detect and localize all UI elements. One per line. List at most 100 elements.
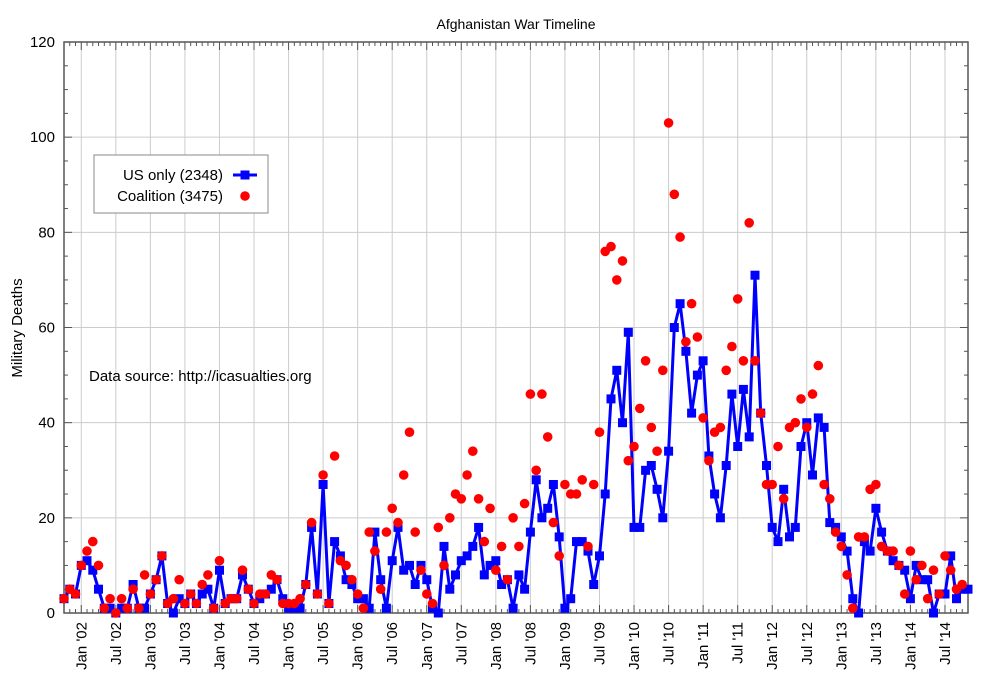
us-data-point (370, 527, 380, 537)
us-data-point (381, 603, 391, 613)
coalition-data-point (905, 546, 916, 556)
coalition-data-point (416, 565, 426, 575)
us-data-point (762, 461, 771, 470)
coalition-data-point (312, 589, 323, 599)
us-data-point (796, 442, 806, 451)
x-tick-label: Jan '05 (281, 622, 298, 670)
x-tick-label: Jan '02 (73, 622, 90, 670)
coalition-data-point (105, 593, 115, 604)
y-tick-label: 20 (38, 510, 55, 527)
us-data-point (140, 603, 150, 613)
coalition-data-point (750, 356, 760, 366)
coalition-data-point (871, 479, 881, 490)
us-data-point (525, 527, 535, 537)
coalition-data-point (93, 560, 104, 571)
us-data-point (508, 603, 518, 613)
coalition-data-point (911, 574, 921, 585)
coalition-data-point (341, 560, 351, 571)
us-data-point (577, 537, 587, 547)
coalition-data-point (819, 479, 829, 490)
us-data-point (433, 608, 443, 618)
y-tick-labels: 0 20 40 60 80 100 120 (30, 34, 55, 622)
coalition-data-point (640, 356, 651, 366)
coalition-data-point (842, 570, 852, 580)
coalition-data-point (698, 413, 708, 423)
us-data-point (537, 513, 547, 523)
coalition-data-point (381, 527, 392, 537)
us-data-point (888, 556, 898, 566)
coalition-data-point (957, 579, 967, 590)
coalition-data-point (116, 593, 127, 604)
legend-marker-us (233, 170, 257, 180)
coalition-data-point (663, 118, 674, 128)
coalition-data-point (203, 570, 213, 580)
us-data-point (364, 603, 374, 613)
coalition-data-point (514, 541, 524, 552)
coalition-data-point (502, 574, 513, 585)
x-tick-label: Jan '13 (833, 622, 850, 670)
coalition-data-point (168, 593, 179, 604)
coalition-data-point (180, 598, 190, 609)
us-data-point (566, 594, 576, 604)
coalition-data-point (404, 427, 415, 438)
y-tick-label: 100 (30, 129, 55, 146)
coalition-data-point (398, 470, 409, 480)
us-data-point (307, 522, 317, 532)
chart-title: Afghanistan War Timeline (437, 16, 596, 32)
coalition-data-point (479, 536, 490, 547)
us-data-point (710, 489, 720, 499)
coalition-data-point (249, 598, 259, 609)
us-data-point (572, 537, 581, 547)
coalition-data-point (427, 598, 438, 609)
us-data-point (664, 446, 674, 456)
us-data-point (82, 556, 92, 566)
coalition-data-point (352, 589, 363, 599)
coalition-data-point (658, 365, 668, 376)
legend-coalition-dot (240, 191, 250, 201)
us-data-point (497, 580, 507, 589)
x-tick-label: Jul '08 (522, 622, 539, 665)
coalition-data-point (445, 513, 455, 523)
data-source-annotation: Data source: http://icasualties.org (89, 368, 312, 385)
coalition-data-point (727, 341, 737, 352)
coalition-data-point (139, 570, 150, 580)
us-data-point (842, 546, 852, 556)
us-data-point (491, 556, 501, 566)
coalition-data-point (485, 503, 495, 514)
x-tick-labels: Jan '02 Jul '02 Jan '03 Jul '03 Jan '04 Jul '… (73, 622, 954, 670)
coalition-data-point (272, 574, 282, 585)
coalition-data-point (422, 589, 432, 599)
coalition-data-point (231, 593, 242, 604)
us-data-point (168, 608, 178, 618)
us-data-point (854, 608, 864, 618)
coalition-data-point (802, 422, 812, 433)
us-data-point (905, 594, 915, 604)
coalition-data-point (468, 446, 478, 457)
x-tick-label: Jan '12 (764, 622, 781, 670)
coalition-data-point (894, 560, 904, 571)
x-tick-label: Jan '09 (557, 622, 574, 670)
coalition-data-point (537, 389, 547, 399)
coalition-data-point (347, 574, 357, 585)
coalition-data-point (825, 494, 835, 504)
us-data-point (405, 560, 414, 570)
coalition-data-point (755, 408, 766, 418)
legend-label-us: US only (2348) (123, 167, 223, 184)
us-data-point (819, 422, 829, 432)
coalition-data-point (646, 422, 657, 433)
us-data-point (940, 589, 950, 599)
x-tick-label: Jan '11 (695, 622, 712, 669)
us-data-point (675, 299, 685, 309)
coalition-data-point (583, 541, 593, 552)
us-data-point (554, 532, 564, 542)
us-data-point (548, 480, 558, 489)
coalition-data-point (191, 598, 202, 609)
us-data-point (946, 551, 956, 561)
x-tick-label: Jan '10 (626, 622, 643, 670)
us-data-point (865, 546, 875, 556)
coalition-data-point (594, 427, 605, 438)
us-data-point (738, 384, 748, 394)
us-data-point (589, 580, 599, 589)
coalition-data-point (669, 189, 680, 200)
